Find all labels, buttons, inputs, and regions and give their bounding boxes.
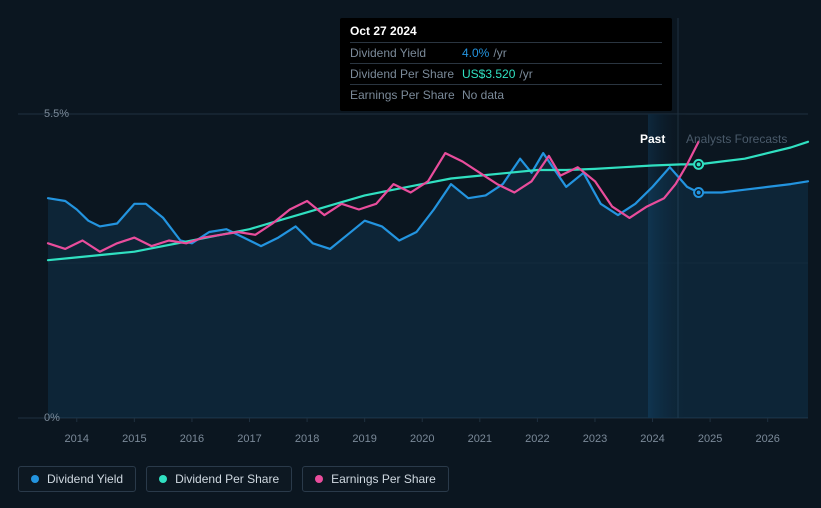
tooltip-row: Earnings Per ShareNo data <box>350 84 662 105</box>
x-tick: 2015 <box>122 433 146 445</box>
tooltip-label: Dividend Yield <box>350 46 462 60</box>
tooltip-suffix: /yr <box>493 46 506 60</box>
x-tick: 2017 <box>237 433 261 445</box>
x-tick: 2024 <box>640 433 664 445</box>
tooltip-row: Dividend Yield4.0% /yr <box>350 42 662 63</box>
tooltip-date: Oct 27 2024 <box>350 24 662 42</box>
legend: Dividend Yield Dividend Per Share Earnings… <box>18 466 449 492</box>
legend-label: Earnings Per Share <box>331 472 436 486</box>
x-axis: 2014 2015 2016 2017 2018 2019 2020 2021 2022 2023… <box>18 430 808 450</box>
legend-item-earnings_per_share[interactable]: Earnings Per Share <box>302 466 449 492</box>
tooltip-value: 4.0% <box>462 46 489 60</box>
y-axis-top-label: 5.5% <box>44 108 56 120</box>
x-tick: 2016 <box>180 433 204 445</box>
x-tick: 2020 <box>410 433 434 445</box>
legend-label: Dividend Yield <box>47 472 123 486</box>
tooltip-label: Earnings Per Share <box>350 88 462 102</box>
tooltip-row: Dividend Per ShareUS$3.520/yr <box>350 63 662 84</box>
legend-dot <box>31 475 39 483</box>
y-axis-bottom-label: 0% <box>44 412 56 424</box>
x-tick: 2023 <box>583 433 607 445</box>
legend-item-dividend_per_share[interactable]: Dividend Per Share <box>146 466 292 492</box>
legend-label: Dividend Per Share <box>175 472 279 486</box>
tooltip-value: US$3.520 <box>462 67 515 81</box>
tooltip-label: Dividend Per Share <box>350 67 462 81</box>
x-tick: 2018 <box>295 433 319 445</box>
tooltip-suffix: /yr <box>519 67 532 81</box>
chart-area[interactable]: 5.5% 0% Past Analysts Forecasts <box>18 108 808 448</box>
x-tick: 2022 <box>525 433 549 445</box>
tooltip-value: No data <box>462 88 504 102</box>
x-tick: 2021 <box>468 433 492 445</box>
past-label: Past <box>640 132 665 146</box>
x-tick: 2019 <box>352 433 376 445</box>
legend-dot <box>315 475 323 483</box>
legend-dot <box>159 475 167 483</box>
chart-svg <box>18 108 808 448</box>
legend-item-dividend_yield[interactable]: Dividend Yield <box>18 466 136 492</box>
x-tick: 2025 <box>698 433 722 445</box>
x-tick: 2026 <box>755 433 779 445</box>
chart-tooltip: Oct 27 2024 Dividend Yield4.0%/yrDividen… <box>340 18 672 111</box>
forecast-label: Analysts Forecasts <box>686 132 787 146</box>
x-tick: 2014 <box>65 433 89 445</box>
